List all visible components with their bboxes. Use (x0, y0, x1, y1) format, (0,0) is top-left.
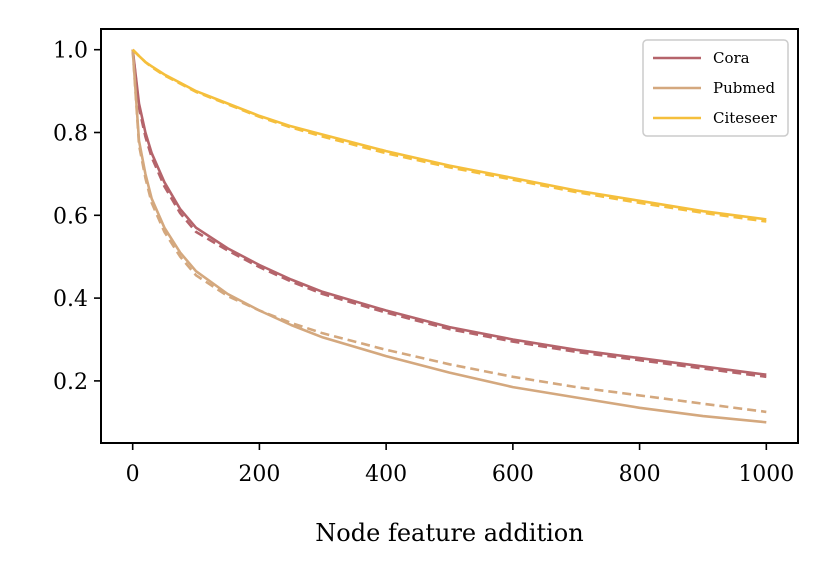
series-line-citeseer-solid (131, 48, 767, 221)
x-tick-label: 0 (126, 462, 140, 487)
series-layer (131, 48, 767, 424)
y-tick-label: 0.6 (53, 204, 88, 229)
y-tick-label: 0.4 (53, 287, 88, 312)
legend-label-pubmed: Pubmed (713, 79, 775, 97)
y-tick-label: 1.0 (53, 39, 88, 64)
axes-frame (100, 28, 799, 444)
series-line-cora-solid (131, 49, 767, 376)
legend-box (642, 39, 789, 137)
x-axis-label: Node feature addition (315, 519, 583, 547)
x-tick-label: 600 (492, 462, 534, 487)
legend-label-citeseer: Citeseer (713, 109, 778, 127)
series-line-pubmed-solid (131, 49, 767, 424)
x-tick-label: 200 (238, 462, 280, 487)
y-tick-label: 0.8 (53, 122, 88, 147)
x-tick-label: 1000 (738, 462, 794, 487)
legend: Cora Pubmed Citeseer (642, 39, 789, 137)
legend-label-cora: Cora (713, 49, 750, 67)
x-tick-label: 800 (619, 462, 661, 487)
y-tick-label: 0.2 (53, 370, 88, 395)
axes-layer: 0 200 400 600 800 1000 0.2 0.4 0.6 0.8 1.0 (53, 28, 799, 487)
x-tick-label: 400 (365, 462, 407, 487)
